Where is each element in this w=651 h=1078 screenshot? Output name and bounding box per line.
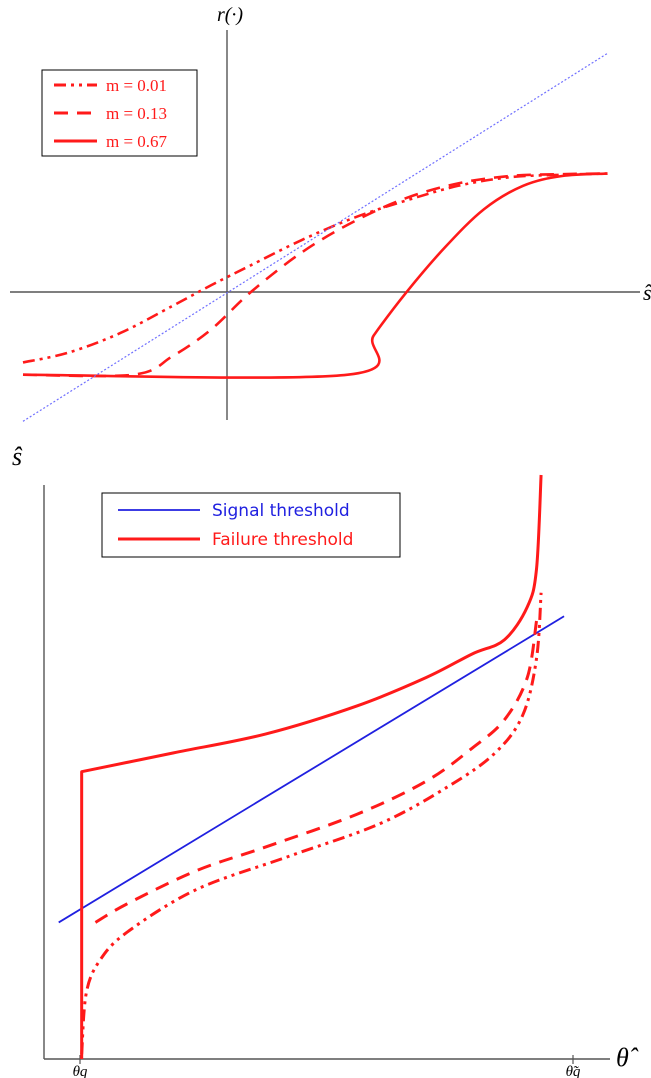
top-x-axis-label: ŝ [643,280,651,305]
top-series-2 [22,172,608,379]
bottom-series-1 [80,474,543,1059]
xtick-label-theta-tilde-q: θ̃q [566,1064,581,1078]
bottom-x-axis-label: θ̂ [616,1043,639,1072]
top-series-1 [22,172,608,378]
legend-label-m013: m = 0.13 [106,104,167,123]
legend-label-m001: m = 0.01 [106,76,167,95]
legend-label-failure: Failure threshold [212,530,353,550]
reaction-function-chart: r(·) ŝ m = 0.01 m = 0.13 m = 0.67 [10,4,651,422]
bottom-y-axis-label: ŝ [12,442,23,471]
threshold-comparison-chart: ŝ θ̂ θq θ̃q Signal threshold Failure thr… [12,442,639,1078]
top-legend: m = 0.01 m = 0.13 m = 0.67 [41,69,198,157]
bottom-series-3 [80,592,543,1055]
bottom-series-2 [94,620,538,924]
top-series-3 [22,52,608,422]
top-y-axis-label: r(·) [217,4,243,26]
legend-label-signal: Signal threshold [212,501,350,521]
bottom-legend: Signal threshold Failure threshold [101,492,401,558]
top-series-0 [22,172,608,364]
legend-label-m067: m = 0.67 [106,132,168,151]
bottom-legend-box [101,492,401,558]
xtick-label-theta-q: θq [73,1064,88,1078]
bottom-series-0 [58,615,565,924]
